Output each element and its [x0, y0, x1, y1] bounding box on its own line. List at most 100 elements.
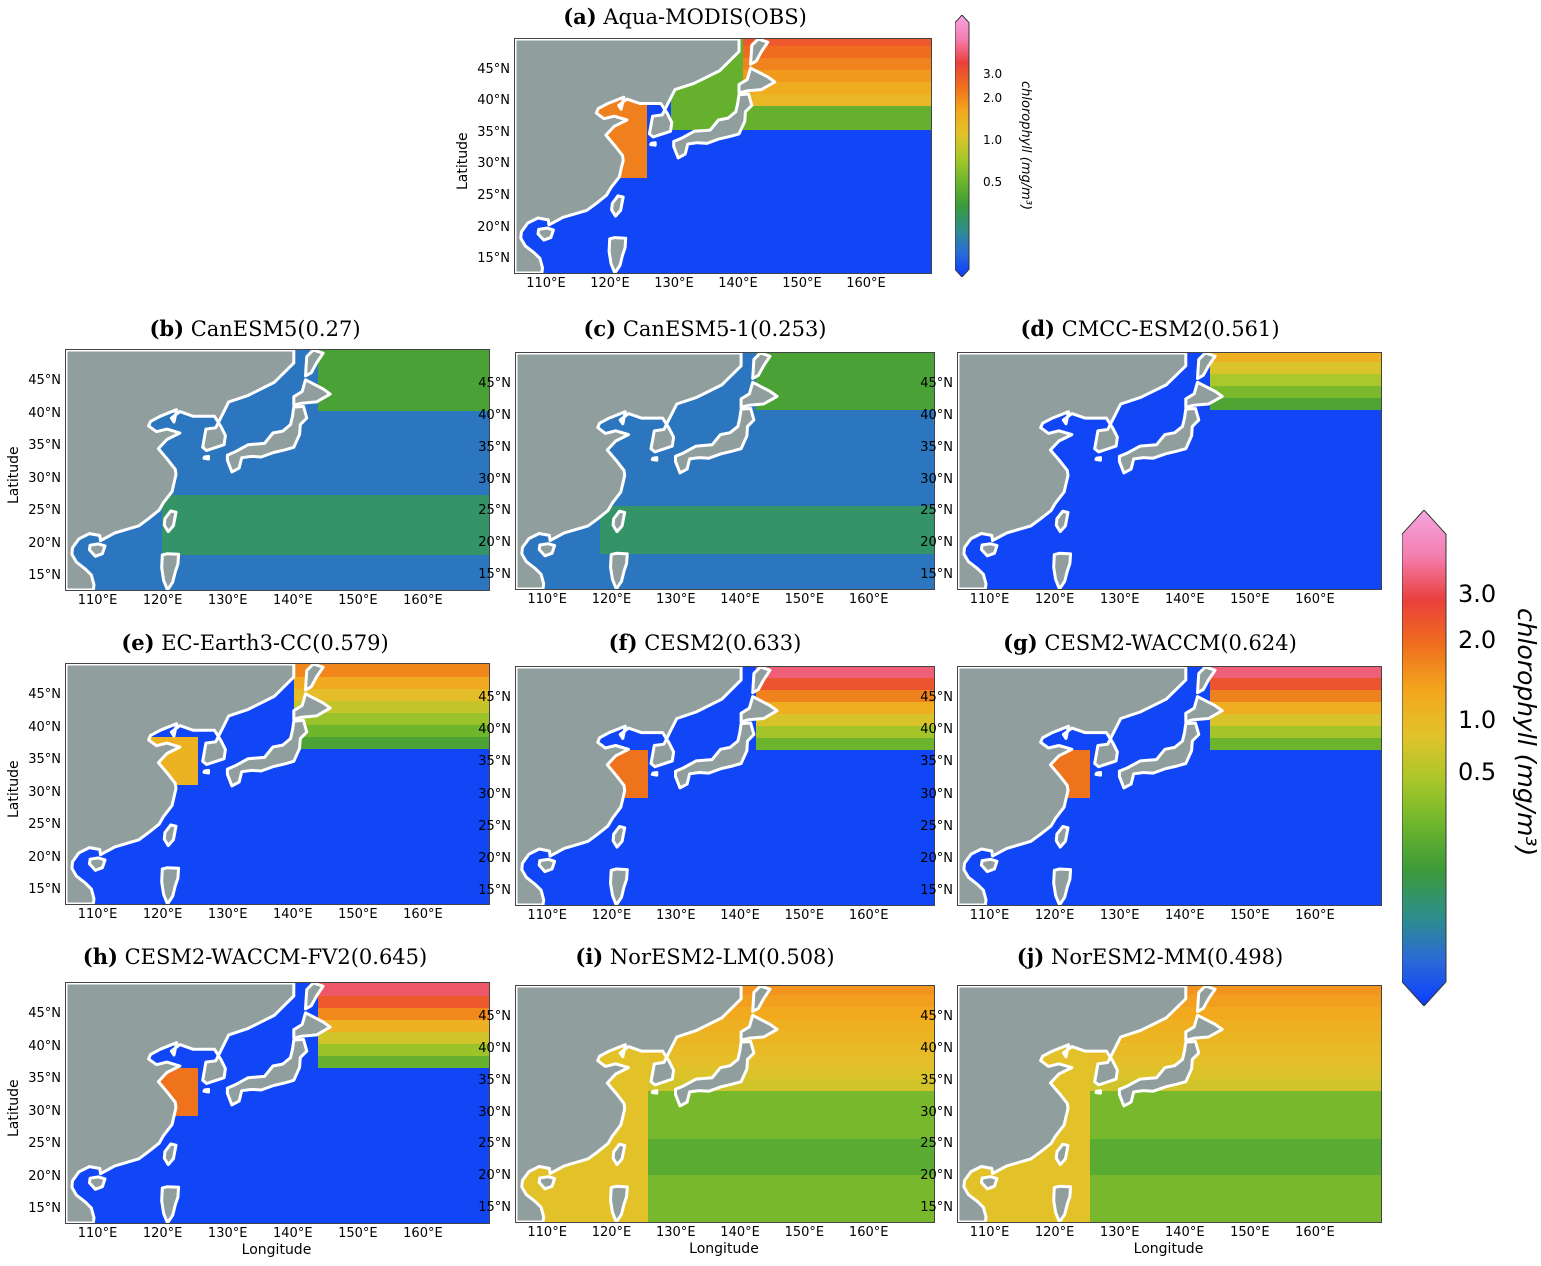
- field-cell: [294, 772, 307, 785]
- field-cell: [414, 796, 427, 809]
- field-cell: [755, 93, 768, 106]
- field-cell: [720, 385, 733, 398]
- field-cell: [707, 105, 720, 118]
- field-cell: [174, 844, 187, 857]
- field-cell: [486, 688, 489, 701]
- field-cell: [731, 69, 744, 82]
- field-cell: [378, 482, 391, 495]
- field-cell: [462, 374, 475, 387]
- field-cell: [1198, 445, 1211, 458]
- field-cell: [912, 541, 925, 554]
- field-cell: [1282, 541, 1295, 554]
- field-cell: [1042, 541, 1055, 554]
- field-cell: [816, 713, 829, 726]
- field-cell: [1270, 725, 1283, 738]
- field-cell: [876, 749, 889, 762]
- field-cell: [1246, 353, 1259, 362]
- field-cell: [1066, 833, 1079, 846]
- field-cell: [982, 881, 995, 894]
- field-cell: [804, 689, 817, 702]
- field-cell: [1162, 469, 1175, 482]
- field-cell: [588, 893, 601, 905]
- field-cell: [1246, 493, 1259, 506]
- field-cell: [828, 677, 841, 690]
- field-cell: [647, 153, 660, 166]
- field-cell: [1114, 809, 1127, 822]
- field-cell: [258, 530, 271, 543]
- field-cell: [815, 45, 828, 58]
- lon-tick-label: 160°E: [846, 276, 886, 291]
- field-cell: [756, 553, 769, 566]
- field-cell: [900, 529, 913, 542]
- field-cell: [450, 374, 463, 387]
- field-cell: [138, 892, 151, 904]
- field-cell: [720, 785, 733, 798]
- field-cell: [366, 784, 379, 797]
- field-cell: [450, 892, 463, 904]
- field-cell: [282, 554, 295, 567]
- field-cell: [696, 893, 709, 905]
- field-cell: [270, 518, 283, 531]
- field-cell: [426, 808, 439, 821]
- field-cell: [318, 362, 331, 375]
- field-cell: [732, 541, 745, 554]
- field-cell: [864, 373, 877, 386]
- field-cell: [732, 785, 745, 798]
- field-cell: [438, 386, 451, 399]
- field-cell: [270, 880, 283, 893]
- field-cell: [186, 578, 199, 590]
- field-cell: [1318, 397, 1331, 410]
- field-cell: [755, 261, 768, 273]
- field-cell: [900, 713, 913, 726]
- field-cell: [1126, 409, 1139, 422]
- field-cell: [246, 566, 259, 579]
- field-cell: [732, 821, 745, 834]
- field-cell: [719, 105, 732, 118]
- field-cell: [198, 868, 211, 881]
- field-cell: [1222, 845, 1235, 858]
- lon-tick-label: 110°E: [77, 907, 118, 922]
- field-cell: [378, 566, 391, 579]
- field-cell: [474, 748, 487, 761]
- field-cell: [1306, 433, 1319, 446]
- field-cell: [330, 700, 343, 713]
- field-cell: [366, 856, 379, 869]
- field-cell: [852, 421, 865, 434]
- field-cell: [474, 494, 487, 507]
- field-cell: [707, 213, 720, 226]
- field-cell: [888, 773, 901, 786]
- field-cell: [1162, 397, 1175, 410]
- field-cell: [186, 458, 199, 471]
- field-cell: [306, 868, 319, 881]
- field-cell: [864, 857, 877, 870]
- field-cell: [708, 541, 721, 554]
- field-cell: [924, 577, 934, 589]
- field-cell: [378, 434, 391, 447]
- field-cell: [695, 177, 708, 190]
- field-cell: [426, 748, 439, 761]
- field-cell: [222, 880, 235, 893]
- field-cell: [767, 93, 780, 106]
- field-cell: [780, 725, 793, 738]
- field-cell: [1210, 749, 1223, 762]
- field-cell: [887, 261, 900, 273]
- field-cell: [1282, 689, 1295, 702]
- field-cell: [707, 153, 720, 166]
- field-cell: [828, 385, 841, 398]
- field-cell: [486, 362, 489, 375]
- lat-tick-label: 20°N: [477, 219, 510, 235]
- field-cell: [1270, 493, 1283, 506]
- field-cell: [803, 177, 816, 190]
- field-cell: [827, 201, 840, 214]
- field-cell: [779, 225, 792, 238]
- field-cell: [474, 700, 487, 713]
- field-cell: [840, 373, 853, 386]
- field-cell: [912, 725, 925, 738]
- field-cell: [900, 457, 913, 470]
- field-cell: [1186, 821, 1199, 834]
- field-cell: [923, 225, 931, 238]
- field-cell: [708, 457, 721, 470]
- field-cell: [354, 772, 367, 785]
- field-cell: [306, 856, 319, 869]
- field-cell: [294, 784, 307, 797]
